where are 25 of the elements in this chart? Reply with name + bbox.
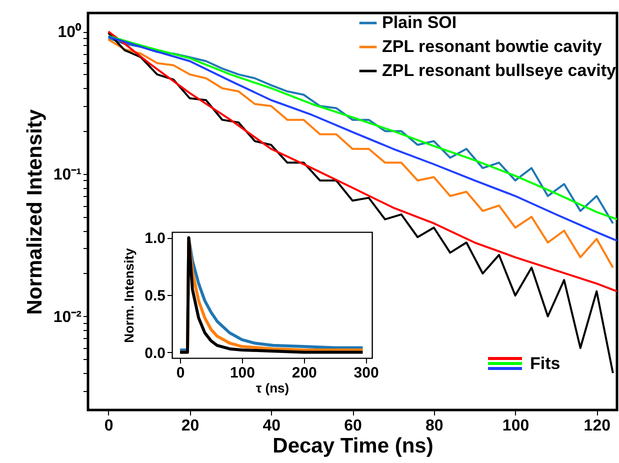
x-tick-label: 100	[502, 418, 530, 434]
y-axis-title: Norm. Intensity	[122, 247, 137, 343]
x-tick-label: 0	[104, 418, 114, 434]
y-axis-title: Normalized Intensity	[23, 109, 46, 315]
y-tick-label: 1.0	[144, 230, 166, 248]
x-tick-label: 200	[292, 364, 317, 382]
x-tick-label: 300	[354, 364, 379, 382]
legend-label: ZPL resonant bowtie cavity	[382, 37, 602, 56]
x-axis-title: τ (ns)	[256, 380, 290, 396]
x-tick-label: 100	[230, 364, 255, 382]
x-tick-label: 60	[344, 418, 362, 434]
annotation: Fits	[530, 354, 560, 374]
legend-label: Plain SOI	[382, 13, 457, 32]
y-tick-label: 0.5	[144, 288, 166, 304]
x-tick-label: 120	[584, 418, 611, 434]
x-tick-label: 80	[425, 418, 444, 434]
y-tick-label: 10⁰	[58, 23, 82, 42]
legend-label: ZPL resonant bullseye cavity	[382, 61, 617, 80]
y-tick-label: 10⁻²	[53, 308, 82, 326]
x-axis-title: Decay Time (ns)	[272, 434, 434, 458]
y-tick-label: 0.0	[144, 344, 166, 362]
y-tick-label: 10⁻¹	[53, 166, 82, 184]
x-tick-label: 20	[181, 418, 200, 434]
x-tick-label: 40	[262, 418, 281, 434]
x-tick-label: 0	[176, 364, 185, 382]
